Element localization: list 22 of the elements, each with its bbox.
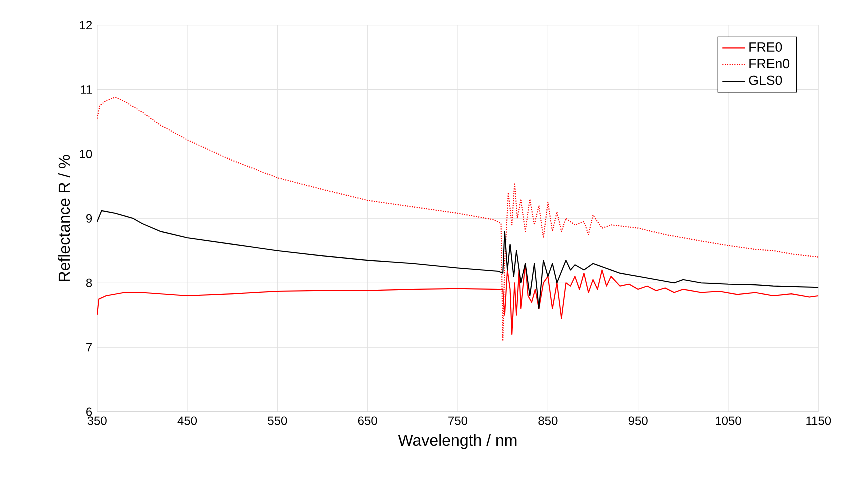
- y-tick-label: 6: [86, 408, 92, 416]
- x-tick-label: 450: [178, 416, 198, 426]
- y-tick-label: 11: [81, 86, 92, 94]
- y-tick-label: 8: [86, 278, 92, 288]
- x-tick-label: 650: [358, 416, 378, 426]
- x-tick-label: 1050: [716, 416, 742, 426]
- y-tick-label: 7: [86, 343, 92, 352]
- y-axis-title: Reflectance R / %: [58, 155, 70, 282]
- y-tick-label: 9: [86, 214, 92, 223]
- legend-label: FRE0: [750, 42, 782, 52]
- legend-label: FREn0: [750, 59, 790, 69]
- line-series: [97, 96, 819, 342]
- x-axis-title: Wavelength / nm: [398, 434, 517, 450]
- x-tick-label: 350: [88, 416, 107, 426]
- x-tick-label: 1150: [806, 416, 832, 426]
- x-tick-label: 750: [448, 416, 468, 426]
- x-tick-label: 550: [268, 416, 288, 426]
- legend-label: GLS0: [749, 76, 782, 86]
- y-tick-label: 12: [80, 21, 92, 30]
- x-tick-label: 950: [628, 416, 648, 426]
- x-tick-label: 850: [538, 416, 558, 426]
- y-tick-label: 10: [80, 150, 92, 158]
